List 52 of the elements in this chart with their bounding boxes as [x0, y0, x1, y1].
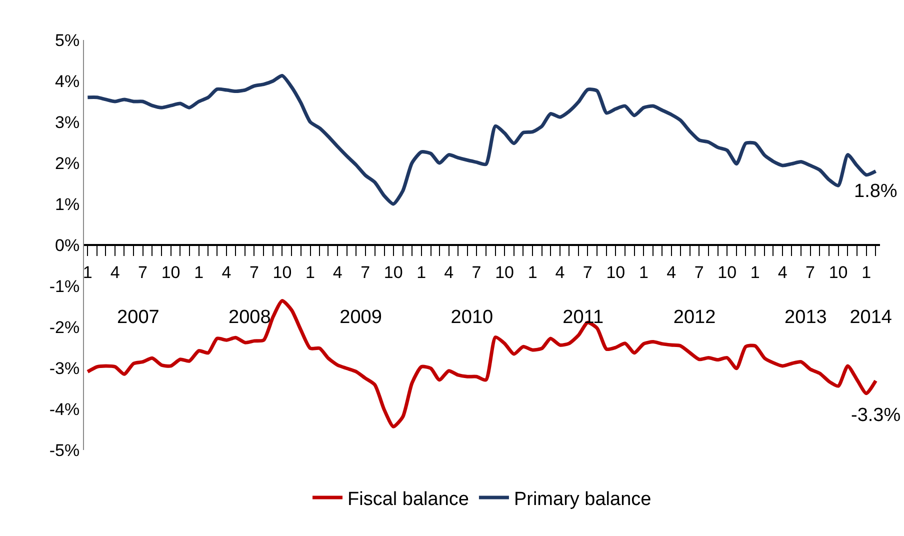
- legend-label: Primary balance: [514, 488, 652, 510]
- annotation: -3.3%: [851, 405, 901, 426]
- y-tick-label: 5%: [55, 30, 80, 50]
- x-tick-label: 4: [332, 263, 342, 282]
- x2-tick-label: 2012: [673, 307, 716, 328]
- y-tick-label: 2%: [55, 154, 80, 173]
- y-tick-label: -5%: [49, 440, 80, 460]
- y-tick-label: -3%: [49, 358, 80, 378]
- x-tick-label: 4: [778, 263, 788, 282]
- x-tick-label: 7: [249, 263, 259, 282]
- x2-tick-label: 2011: [562, 307, 604, 328]
- x2-tick-label: 2013: [784, 307, 827, 328]
- x-tick-label: 10: [606, 263, 626, 282]
- x-tick-label: 1: [306, 263, 315, 282]
- x-tick-label: 10: [384, 263, 403, 282]
- x-tick-label: 10: [495, 263, 514, 282]
- x-tick-label: 7: [360, 263, 370, 282]
- x-tick-label: 10: [161, 263, 180, 282]
- y-tick-label: 4%: [55, 72, 80, 91]
- x-tick-label: 4: [444, 263, 454, 282]
- x2-tick-label: 2014: [850, 307, 892, 328]
- y-tick-label: 3%: [55, 112, 80, 132]
- x2-tick-label: 2010: [450, 307, 494, 328]
- x-tick-label: 1: [528, 263, 538, 282]
- x-tick-label: 10: [828, 263, 848, 282]
- x2-tick-label: 2009: [340, 307, 382, 328]
- y-tick-label: -4%: [49, 400, 80, 419]
- x-tick-label: 1: [638, 263, 648, 282]
- y-tick-label: 0%: [55, 236, 80, 255]
- x2-tick-label: 2007: [117, 307, 160, 328]
- x-tick-label: 4: [666, 263, 676, 282]
- x-tick-label: 7: [472, 263, 482, 282]
- x-tick-label: 4: [110, 263, 120, 282]
- legend-label: Fiscal balance: [348, 488, 469, 510]
- y-tick-label: -1%: [49, 276, 80, 296]
- x-tick-label: 10: [718, 263, 737, 282]
- x-tick-label: 1: [82, 263, 92, 282]
- x-tick-label: 7: [806, 263, 816, 282]
- x-tick-label: 1: [750, 263, 760, 282]
- x-tick-label: 1: [416, 263, 426, 282]
- x-tick-label: 1: [194, 263, 204, 282]
- x-tick-label: 7: [694, 263, 704, 282]
- x-tick-label: 10: [272, 263, 292, 282]
- x-tick-label: 7: [582, 263, 592, 282]
- x-tick-label: 4: [222, 263, 232, 282]
- y-tick-label: 1%: [55, 194, 80, 214]
- y-tick-label: -2%: [49, 318, 80, 337]
- annotation: 1.8%: [854, 181, 898, 202]
- x-tick-label: 4: [555, 263, 565, 282]
- x-tick-label: 1: [862, 263, 872, 282]
- x2-tick-label: 2008: [228, 307, 271, 328]
- x-tick-label: 7: [138, 263, 148, 282]
